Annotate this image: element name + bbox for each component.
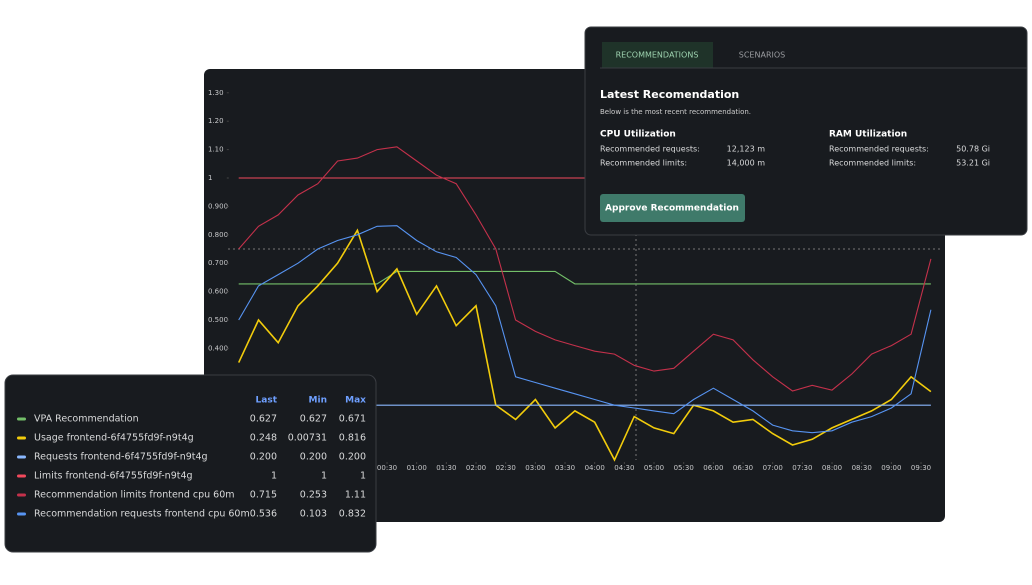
panel-subtitle: Below is the most recent recommendation. bbox=[600, 108, 751, 116]
panel-title: Latest Recomendation bbox=[600, 88, 739, 101]
y-tick-label: 0.700 bbox=[208, 259, 228, 267]
legend-column: Last bbox=[256, 396, 278, 406]
x-tick-label: 04:30 bbox=[614, 464, 634, 472]
legend-stat: 1 bbox=[321, 471, 327, 482]
x-tick-label: 05:30 bbox=[674, 464, 694, 472]
x-tick-label: 07:00 bbox=[763, 464, 783, 472]
legend-stat: 1 bbox=[271, 471, 277, 482]
x-tick-label: 02:30 bbox=[496, 464, 516, 472]
legend-stat: 0.816 bbox=[339, 433, 366, 444]
x-tick-label: 03:30 bbox=[555, 464, 575, 472]
legend-stat: 0.103 bbox=[300, 509, 327, 520]
legend-swatch bbox=[17, 437, 26, 440]
legend-swatch bbox=[17, 513, 26, 516]
x-tick-label: 00:30 bbox=[377, 464, 397, 472]
y-tick-label: 1.20 bbox=[208, 117, 224, 125]
tab[interactable]: SCENARIOS bbox=[739, 51, 785, 60]
row-label: Recommended limits: bbox=[829, 159, 916, 168]
row-label: Recommended requests: bbox=[829, 145, 929, 154]
legend-stat: 0.00731 bbox=[288, 433, 327, 444]
tab[interactable]: RECOMMENDATIONS bbox=[616, 51, 699, 60]
row-value: 53.21 Gi bbox=[956, 159, 990, 168]
x-tick-label: 06:30 bbox=[733, 464, 753, 472]
legend-swatch bbox=[17, 456, 26, 459]
x-tick-label: 03:00 bbox=[525, 464, 545, 472]
legend-stat: 0.627 bbox=[250, 414, 277, 425]
section-heading: RAM Utilization bbox=[829, 130, 907, 140]
y-tick-label: 1.30 bbox=[208, 89, 224, 97]
x-tick-label: 05:00 bbox=[644, 464, 664, 472]
legend-stat: 0.671 bbox=[339, 414, 366, 425]
legend-stat: 0.536 bbox=[250, 509, 277, 520]
y-tick-label: 0.900 bbox=[208, 202, 228, 210]
legend-swatch bbox=[17, 418, 26, 421]
x-tick-label: 01:30 bbox=[436, 464, 456, 472]
y-tick-label: 0.400 bbox=[208, 344, 228, 352]
x-tick-label: 08:30 bbox=[852, 464, 872, 472]
x-tick-label: 06:00 bbox=[703, 464, 723, 472]
x-tick-label: 02:00 bbox=[466, 464, 486, 472]
legend-stat: 0.627 bbox=[300, 414, 327, 425]
y-tick-label: 1 bbox=[208, 174, 212, 182]
row-label: Recommended requests: bbox=[600, 145, 700, 154]
legend-stat: 0.200 bbox=[250, 452, 277, 463]
row-value: 50.78 Gi bbox=[956, 145, 990, 154]
legend-column: Min bbox=[309, 396, 327, 406]
legend-stat: 0.200 bbox=[339, 452, 366, 463]
legend-stat: 1 bbox=[360, 471, 366, 482]
x-tick-label: 09:30 bbox=[911, 464, 931, 472]
row-label: Recommended limits: bbox=[600, 159, 687, 168]
legend-label: Recommendation requests frontend cpu 60m bbox=[34, 509, 250, 520]
legend-label: VPA Recommendation bbox=[34, 414, 139, 425]
x-tick-label: 04:00 bbox=[585, 464, 605, 472]
legend-label: Requests frontend-6f4755fd9f-n9t4g bbox=[34, 452, 208, 463]
y-tick-label: 1.10 bbox=[208, 146, 224, 154]
x-tick-label: 01:00 bbox=[407, 464, 427, 472]
legend-label: Usage frontend-6f4755fd9f-n9t4g bbox=[34, 433, 194, 444]
legend-label: Recommendation limits frontend cpu 60m bbox=[34, 490, 235, 501]
section-heading: CPU Utilization bbox=[600, 130, 676, 140]
y-tick-label: 0.600 bbox=[208, 288, 228, 296]
y-tick-label: 0.800 bbox=[208, 231, 228, 239]
legend-stat: 0.715 bbox=[250, 490, 277, 501]
legend-stat: 0.248 bbox=[250, 433, 277, 444]
legend-stat: 1.11 bbox=[345, 490, 366, 501]
legend-stat: 0.253 bbox=[300, 490, 327, 501]
row-value: 14,000 m bbox=[727, 159, 766, 168]
legend-swatch bbox=[17, 475, 26, 478]
legend-label: Limits frontend-6f4755fd9f-n9t4g bbox=[34, 471, 193, 482]
x-tick-label: 07:30 bbox=[792, 464, 812, 472]
legend-swatch bbox=[17, 494, 26, 497]
legend-column: Max bbox=[345, 396, 366, 406]
x-tick-label: 09:00 bbox=[881, 464, 901, 472]
y-tick-label: 0.500 bbox=[208, 316, 228, 324]
button-label[interactable]: Approve Recommendation bbox=[605, 204, 739, 214]
x-tick-label: 08:00 bbox=[822, 464, 842, 472]
legend-stat: 0.200 bbox=[300, 452, 327, 463]
legend-stat: 0.832 bbox=[339, 509, 366, 520]
row-value: 12,123 m bbox=[727, 145, 766, 154]
